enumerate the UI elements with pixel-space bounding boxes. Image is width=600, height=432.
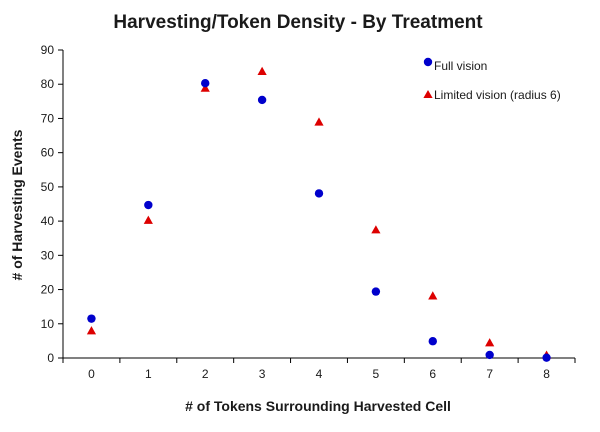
y-tick-label: 10 <box>41 317 55 331</box>
full-vision-point <box>201 78 210 88</box>
limited-vision-point <box>371 225 381 234</box>
x-tick-label: 6 <box>429 367 436 381</box>
x-tick-label: 7 <box>486 367 493 381</box>
full-vision-point <box>314 189 324 198</box>
x-axis-ticks: 0 1 2 3 4 5 6 7 8 <box>62 358 576 381</box>
y-tick-label: 30 <box>41 248 55 262</box>
y-tick-label: 60 <box>41 146 55 160</box>
y-axis-ticks: 0 10 20 30 40 50 60 70 80 90 <box>41 43 63 365</box>
full-vision-point <box>542 353 551 362</box>
limited-vision-point <box>257 66 267 75</box>
full-vision-point <box>371 287 381 296</box>
y-tick-label: 40 <box>41 214 55 228</box>
y-tick-label: 20 <box>41 283 55 297</box>
y-tick-label: 90 <box>41 43 55 57</box>
y-tick-label: 0 <box>47 351 54 365</box>
x-tick-label: 5 <box>373 367 380 381</box>
limited-vision-point <box>86 326 97 335</box>
limited-vision-point <box>485 338 495 347</box>
full-vision-point <box>485 350 494 360</box>
y-axis-label: # of Harvesting Events <box>9 129 25 280</box>
limited-vision-point <box>143 215 153 224</box>
full-vision-point <box>144 200 153 210</box>
limited-vision-point <box>200 83 210 92</box>
x-tick-label: 1 <box>145 367 152 381</box>
x-tick-label: 0 <box>88 367 95 381</box>
x-tick-label: 4 <box>316 367 323 381</box>
x-tick-label: 3 <box>259 367 266 381</box>
chart-title: Harvesting/Token Density - By Treatment <box>113 12 483 33</box>
x-axis-label: # of Tokens Surrounding Harvested Cell <box>185 398 451 414</box>
y-tick-label: 80 <box>41 77 55 91</box>
full-vision-point <box>428 337 437 346</box>
x-tick-label: 2 <box>202 367 209 381</box>
full-vision-point <box>257 95 267 105</box>
legend-marker-full-vision <box>423 57 433 67</box>
legend-label-limited-vision: Limited vision (radius 6) <box>434 88 561 102</box>
legend: Full vision Limited vision (radius 6) <box>423 57 561 102</box>
full-vision-point <box>87 314 96 323</box>
y-tick-label: 50 <box>41 180 55 194</box>
data-points <box>86 66 552 362</box>
x-tick-label: 8 <box>543 367 550 381</box>
y-tick-label: 70 <box>41 111 55 125</box>
limited-vision-point <box>314 117 324 126</box>
legend-label-full-vision: Full vision <box>434 59 487 73</box>
legend-marker-limited-vision <box>423 90 433 98</box>
limited-vision-point <box>428 291 438 300</box>
